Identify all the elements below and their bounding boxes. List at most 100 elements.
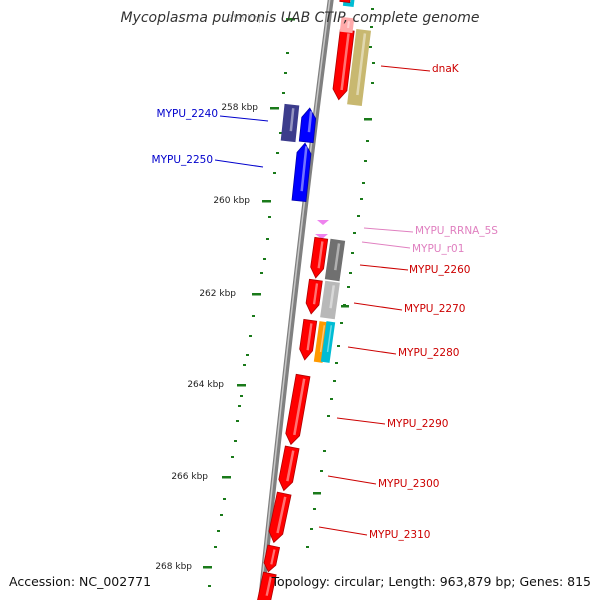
gene-label-mypu-2270[interactable]: MYPU_2270 [404, 303, 465, 315]
gene-mypu2260-feature[interactable] [324, 238, 346, 282]
gene-mypu-rrna-5s[interactable] [317, 220, 329, 225]
gene-dnak-start[interactable] [339, 16, 355, 34]
scale-dot [263, 258, 266, 260]
gene-label-mypu-2290[interactable]: MYPU_2290 [387, 418, 448, 430]
scale-dot [330, 398, 333, 400]
gene-label-mypu-2300[interactable]: MYPU_2300 [378, 478, 439, 490]
gene-mypu2280-orange[interactable] [313, 321, 329, 363]
gene-next-cds-2-shine [265, 576, 272, 596]
gene-label-mypu-2280[interactable]: MYPU_2280 [398, 347, 459, 359]
gene-mypu2260-cds-shine [317, 241, 324, 269]
callout-line-mypu-r01 [361, 241, 411, 249]
gene-mypu2270-feature[interactable] [320, 280, 340, 320]
gene-mypu2310-cds-shine [276, 496, 287, 534]
accession-label: Accession: NC_002771 [9, 574, 152, 589]
gene-mypu-r01[interactable] [315, 234, 328, 239]
scale-dot [370, 26, 373, 28]
scale-dot [347, 286, 350, 288]
gene-mypu2250-cds-body [291, 142, 312, 203]
gene-label-mypu-2250[interactable]: MYPU_2250 [152, 154, 213, 166]
gene-next-cds-2[interactable] [256, 571, 277, 600]
scale-dot [282, 92, 285, 94]
gene-top-red-body [339, 0, 352, 4]
rrna-r01-arrow [315, 234, 328, 239]
gene-dnak-cds-shine [340, 33, 350, 91]
gene-mypu2300-cds-shine [286, 450, 295, 482]
gene-next-cds-2-body [256, 571, 277, 600]
scale-major-tick [262, 200, 271, 203]
gene-top-red[interactable] [339, 0, 352, 4]
gene-mypu2270-feature-shine [329, 285, 335, 309]
callout-line-mypu-rrna-5s [363, 227, 414, 233]
gene-mypu2280-orange-body [313, 321, 329, 363]
scale-dot [252, 315, 255, 317]
scale-dot [240, 395, 243, 397]
scale-dot [349, 272, 352, 274]
scale-dot [268, 216, 271, 218]
gene-next-cds-1[interactable] [262, 544, 281, 573]
genome-summary: Topology: circular; Length: 963,879 bp; … [271, 574, 592, 589]
scale-dot [238, 405, 241, 407]
scale-major-tick [364, 118, 372, 121]
scale-dot [362, 182, 365, 184]
gene-mypu2260-cds[interactable] [309, 236, 329, 279]
gene-mypu2300-cds-body [278, 445, 300, 492]
scale-dot [279, 132, 282, 134]
gene-mypu2240-feature-shine [289, 108, 295, 132]
scale-label: 260 kbp [213, 196, 250, 206]
gene-dnak-start-body [339, 16, 355, 34]
gene-label-mypu-2260[interactable]: MYPU_2260 [409, 264, 470, 276]
gene-dnak-feature-shine [356, 33, 367, 96]
callout-line-mypu-2250 [214, 159, 264, 168]
rrna-5s-arrow [317, 220, 329, 225]
scale-dot [236, 420, 239, 422]
gene-label-mypu-2310[interactable]: MYPU_2310 [369, 529, 430, 541]
scale-dot [260, 272, 263, 274]
gene-mypu2240-feature-body [280, 103, 300, 143]
gene-mypu2240-cds[interactable] [298, 107, 317, 144]
gene-label-dnak[interactable]: dnaK [432, 63, 460, 75]
callout-line-mypu-2260 [359, 264, 409, 271]
gene-label-mypu-rrna-5s[interactable]: MYPU_RRNA_5S [415, 225, 498, 237]
scale-dot [223, 498, 226, 500]
gene-label-mypu-r01[interactable]: MYPU_r01 [412, 243, 464, 255]
callout-line-mypu-2290 [336, 417, 386, 425]
gene-dnak-feature[interactable] [347, 28, 372, 107]
gene-mypu2280-cds-body [299, 318, 318, 361]
scale-dot [249, 335, 252, 337]
scale-dot [220, 514, 223, 516]
scale-dot [217, 530, 220, 532]
gene-mypu2280-cds[interactable] [298, 318, 318, 361]
scale-dot [337, 345, 340, 347]
callout-line-mypu-2240 [219, 115, 269, 122]
gene-dnak-cds[interactable] [332, 28, 355, 101]
gene-label-mypu-2240[interactable]: MYPU_2240 [157, 108, 218, 120]
scale-dot [371, 8, 374, 10]
callout-line-mypu-2270 [353, 302, 403, 311]
callout-line-mypu-2300 [327, 475, 377, 485]
scale-dot [231, 456, 234, 458]
gene-mypu2280-cyan[interactable] [320, 321, 336, 363]
scale-dot [335, 362, 338, 364]
gene-mypu2240-feature[interactable] [280, 103, 300, 143]
gene-mypu2250-cds[interactable] [291, 142, 312, 203]
gene-next-cds-1-body [263, 544, 281, 573]
backbone-highlight [259, 0, 331, 600]
scale-major-tick [313, 492, 321, 495]
gene-mypu2300-cds[interactable] [277, 445, 300, 492]
scale-dot [364, 160, 367, 162]
scale-dot [333, 380, 336, 382]
scale-dot [323, 450, 326, 452]
gene-mypu2280-cds-shine [306, 323, 313, 351]
gene-dnak-feature-body [347, 28, 372, 107]
gene-mypu2310-cds[interactable] [267, 491, 292, 544]
gene-mypu2290-cds-shine [293, 378, 306, 436]
scale-dot [284, 72, 287, 74]
scale-dot [214, 546, 217, 548]
gene-mypu2260-feature-shine [334, 243, 341, 271]
gene-mypu2270-cds[interactable] [305, 278, 323, 315]
gene-mypu2290-cds[interactable] [284, 373, 311, 446]
scale-dot [320, 470, 323, 472]
scale-dot [310, 528, 313, 530]
